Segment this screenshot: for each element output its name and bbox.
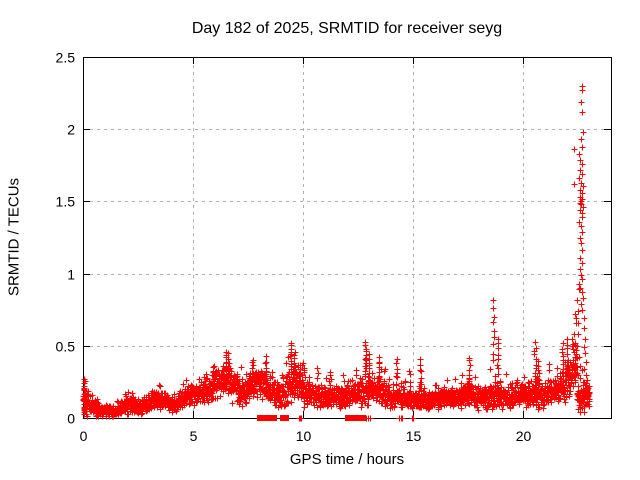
x-tick-label: 0 [80,428,88,444]
y-tick-label: 0 [67,411,75,427]
x-tick-label: 20 [516,428,532,444]
x-tick-label: 15 [406,428,422,444]
y-tick-label: 2 [67,122,75,138]
x-tick-label: 10 [296,428,312,444]
y-tick-label: 0.5 [56,339,76,355]
x-axis-label: GPS time / hours [289,451,405,468]
chart-title: Day 182 of 2025, SRMTID for receiver sey… [191,20,503,37]
y-tick-label: 1.5 [56,194,76,210]
x-tick-label: 5 [190,428,198,444]
zero-value-markers [257,415,366,421]
y-tick-label: 2.5 [56,50,76,66]
plot-border [83,57,612,419]
data-points [80,83,593,422]
y-tick-label: 1 [67,267,75,283]
